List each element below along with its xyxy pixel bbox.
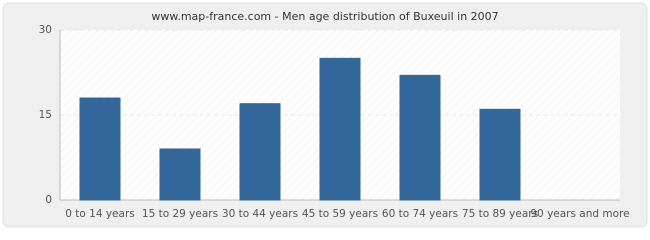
y-tick-label: 30 (39, 24, 52, 36)
bar (159, 148, 201, 201)
x-tick-label: 60 to 74 years (382, 208, 458, 220)
y-tick-label: 15 (39, 109, 52, 121)
x-tick-label: 0 to 14 years (65, 208, 135, 220)
x-tick-label: 15 to 29 years (142, 208, 218, 220)
x-tick-label: 90 years and more (530, 208, 629, 220)
bar (399, 74, 441, 201)
bar (79, 97, 121, 201)
x-tick-label: 30 to 44 years (222, 208, 298, 220)
bar (239, 103, 281, 201)
y-tick-label: 0 (45, 194, 52, 206)
x-tick-label: 45 to 59 years (302, 208, 378, 220)
bar (479, 108, 521, 201)
x-tick-label: 75 to 89 years (462, 208, 538, 220)
page: www.map-france.com - Men age distributio… (2, 2, 648, 228)
chart-title: www.map-france.com - Men age distributio… (151, 10, 498, 23)
chart: www.map-france.com - Men age distributio… (2, 2, 648, 228)
bar (319, 57, 361, 201)
